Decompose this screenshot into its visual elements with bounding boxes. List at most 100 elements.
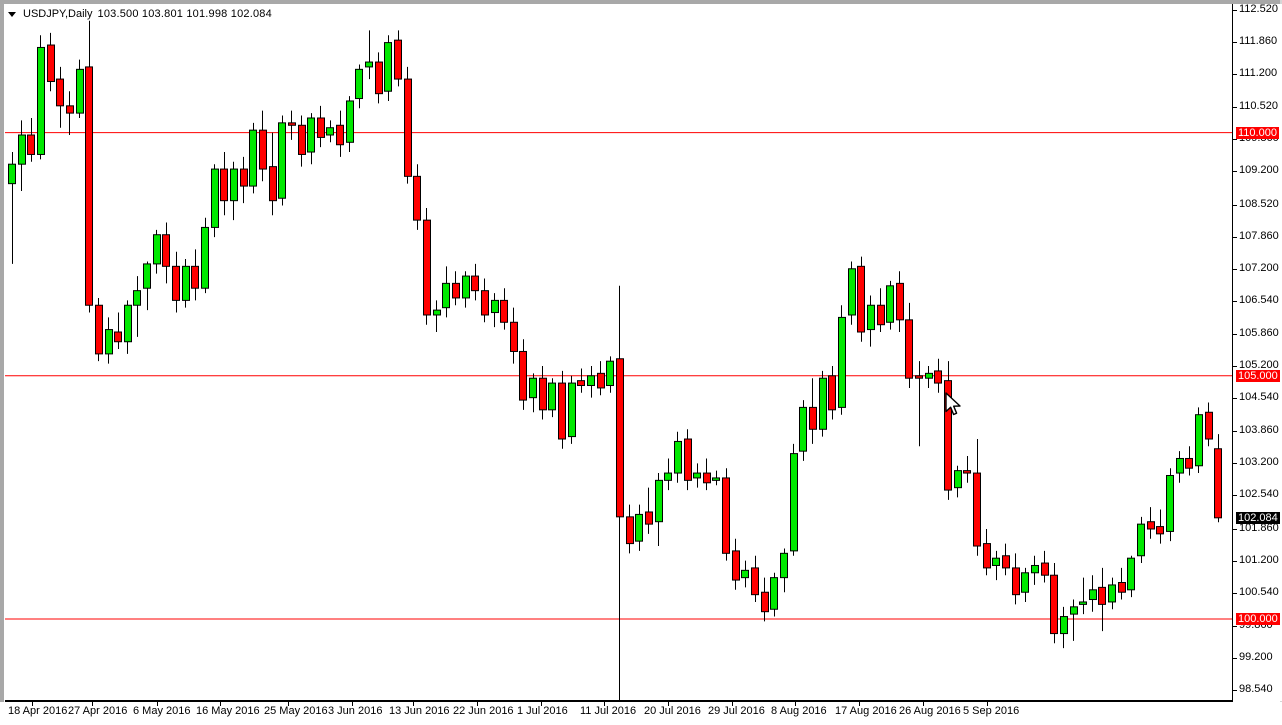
- candlestick: [973, 439, 981, 556]
- candle-body: [1070, 606, 1078, 615]
- candlestick: [867, 295, 875, 347]
- price-badge-current-price[interactable]: 102.084: [1236, 511, 1280, 524]
- candle-body: [1108, 584, 1116, 603]
- candle-body: [182, 265, 190, 301]
- candlestick: [8, 152, 16, 264]
- candle-body: [1089, 589, 1097, 601]
- candlestick: [56, 66, 64, 128]
- candle-body: [539, 377, 547, 411]
- candle-body: [992, 557, 1000, 566]
- candle-body: [626, 516, 634, 545]
- candle-body: [954, 470, 962, 489]
- candlestick: [664, 458, 672, 491]
- triangle-down-icon[interactable]: [8, 11, 16, 17]
- candlestick: [722, 468, 730, 561]
- candle-body: [983, 543, 991, 569]
- price-axis-label: 106.540: [1239, 293, 1279, 306]
- candlestick: [76, 59, 84, 118]
- candle-body: [905, 319, 913, 379]
- price-tick: [1233, 139, 1237, 141]
- date-axis[interactable]: [0, 702, 1282, 725]
- candle-body: [732, 550, 740, 581]
- candlestick: [230, 161, 238, 221]
- candle-body: [828, 375, 836, 411]
- candlestick: [336, 110, 344, 157]
- candlestick: [413, 164, 421, 230]
- candle-body: [693, 472, 701, 479]
- candlestick: [1176, 451, 1184, 483]
- candlestick: [761, 577, 769, 622]
- candle-body: [66, 105, 74, 114]
- date-axis-label: 11 Jul 2016: [580, 705, 637, 717]
- candle-body: [915, 375, 923, 379]
- candlestick: [404, 66, 412, 184]
- candle-body: [770, 577, 778, 610]
- candlestick: [877, 288, 885, 333]
- candlestick: [114, 312, 122, 350]
- candle-body: [8, 163, 16, 185]
- candle-body: [558, 382, 566, 440]
- candle-body: [191, 265, 199, 289]
- date-tick: [732, 702, 733, 706]
- price-tick: [1233, 74, 1237, 76]
- price-badge-level-100[interactable]: 100.000: [1236, 612, 1280, 625]
- candle-body: [848, 268, 856, 316]
- candle-body: [944, 380, 952, 491]
- date-axis-label: 29 Jul 2016: [708, 705, 765, 717]
- candle-body: [635, 513, 643, 542]
- candlestick: [143, 261, 151, 311]
- candlestick: [249, 122, 257, 194]
- candlestick: [963, 456, 971, 483]
- chart-header: USDJPY,Daily 103.500 103.801 101.998 102…: [8, 7, 272, 21]
- price-tick: [1233, 690, 1237, 691]
- price-axis-label: 108.520: [1239, 197, 1279, 210]
- date-tick: [352, 702, 353, 706]
- candle-body: [230, 168, 238, 202]
- candlestick: [288, 110, 296, 140]
- date-axis-label: 3 Jun 2016: [328, 705, 383, 717]
- candle-body: [751, 567, 759, 596]
- candle-body: [462, 275, 470, 299]
- candlestick: [693, 463, 701, 488]
- candlestick: [819, 370, 827, 437]
- chart-plot-area[interactable]: [5, 5, 1233, 700]
- candlestick: [37, 35, 45, 160]
- candle-body: [471, 275, 479, 292]
- candlestick: [1060, 606, 1068, 649]
- price-axis[interactable]: [1233, 4, 1282, 701]
- candlestick: [326, 120, 334, 143]
- candle-body: [375, 61, 383, 95]
- candlestick: [182, 259, 190, 308]
- candle-body: [934, 370, 942, 384]
- candlestick: [790, 443, 798, 556]
- candle-body: [365, 61, 373, 68]
- candlestick: [346, 96, 354, 153]
- candle-body: [1012, 567, 1020, 596]
- candlestick: [384, 35, 392, 101]
- date-tick: [923, 702, 924, 706]
- candle-body: [452, 282, 460, 299]
- price-badge-level-105[interactable]: 105.000: [1236, 369, 1280, 382]
- price-axis-label: 103.860: [1239, 424, 1279, 437]
- date-tick: [668, 702, 669, 706]
- price-badge-level-110[interactable]: 110.000: [1236, 126, 1279, 139]
- price-axis-label: 104.540: [1239, 391, 1279, 404]
- date-axis-label: 25 May 2016: [264, 705, 328, 717]
- date-tick: [987, 702, 988, 706]
- candle-body: [568, 382, 576, 438]
- candlestick: [394, 30, 402, 87]
- candle-body: [925, 372, 933, 379]
- price-axis-label: 101.860: [1239, 521, 1279, 534]
- candlestick: [838, 305, 846, 415]
- price-tick: [1233, 495, 1237, 497]
- candlestick: [201, 217, 209, 294]
- candlestick: [568, 375, 576, 444]
- date-axis-label: 18 Apr 2016: [8, 705, 68, 717]
- candle-body: [124, 304, 132, 343]
- candle-body: [722, 477, 730, 554]
- candle-body: [1195, 414, 1203, 467]
- candlestick: [577, 368, 585, 393]
- date-axis-label: 17 Aug 2016: [835, 705, 897, 717]
- candlestick-svg: [5, 20, 1233, 700]
